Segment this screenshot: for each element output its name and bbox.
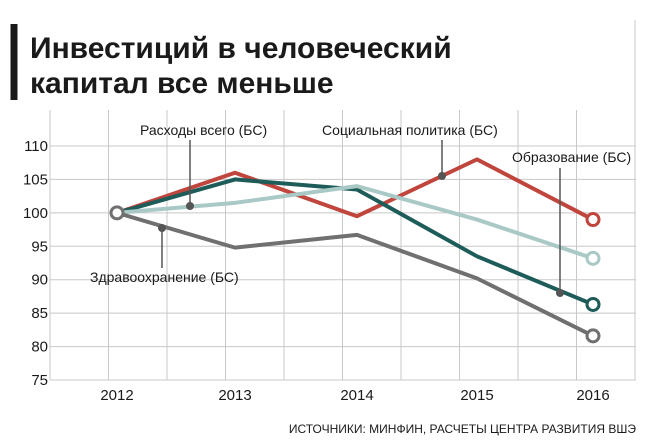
y-tick-label-2: 85	[31, 305, 48, 322]
y-tick-label-6: 105	[23, 171, 48, 188]
x-tick-label-1: 2013	[218, 387, 251, 404]
y-tick-label-1: 80	[31, 339, 48, 356]
x-tick-label-2: 2014	[340, 387, 373, 404]
series-end-marker-3	[585, 328, 601, 344]
y-tick-label-0: 75	[31, 372, 48, 389]
y-tick-label-4: 95	[31, 238, 48, 255]
series-end-marker-0	[585, 212, 601, 228]
callout-dot-social	[438, 172, 446, 180]
title-background	[14, 20, 630, 110]
series-end-marker-1	[585, 296, 601, 312]
y-tick-label-5: 100	[23, 205, 48, 222]
x-tick-label-3: 2015	[460, 387, 493, 404]
series-line-3	[115, 210, 595, 338]
y-axis-tick-labels: 75 80 85 90 95 100 105 110	[23, 138, 48, 389]
x-axis-tick-labels: 2012 2013 2014 2015 2016	[100, 387, 609, 404]
label-series-education: Образование (БС)	[512, 149, 631, 165]
y-tick-label-3: 90	[31, 272, 48, 289]
x-tick-label-0: 2012	[100, 387, 133, 404]
callout-dot-health	[158, 224, 166, 232]
series-line-1	[115, 177, 595, 307]
callout-dot-education	[556, 289, 564, 297]
series-line-2	[115, 184, 595, 261]
label-series-social: Социальная политика (БС)	[322, 122, 498, 138]
series-lines	[115, 157, 595, 338]
callout-dot-total	[186, 202, 194, 210]
series-markers	[109, 205, 601, 344]
chart-title-line-1: Инвестиций в человеческий	[30, 32, 452, 65]
y-tick-label-7: 110	[24, 138, 48, 155]
label-series-total: Расходы всего (БС)	[140, 122, 267, 138]
x-tick-label-4: 2016	[576, 387, 609, 404]
label-series-health: Здравоохранение (БС)	[90, 269, 239, 285]
series-end-marker-2	[585, 250, 601, 266]
start-marker-2012	[109, 205, 125, 221]
chart-title-line-2: капитал все меньше	[30, 67, 334, 100]
series-line-0	[115, 157, 595, 222]
source-note: ИСТОЧНИКИ: МИНФИН, РАСЧЕТЫ ЦЕНТРА РАЗВИТ…	[289, 422, 637, 436]
